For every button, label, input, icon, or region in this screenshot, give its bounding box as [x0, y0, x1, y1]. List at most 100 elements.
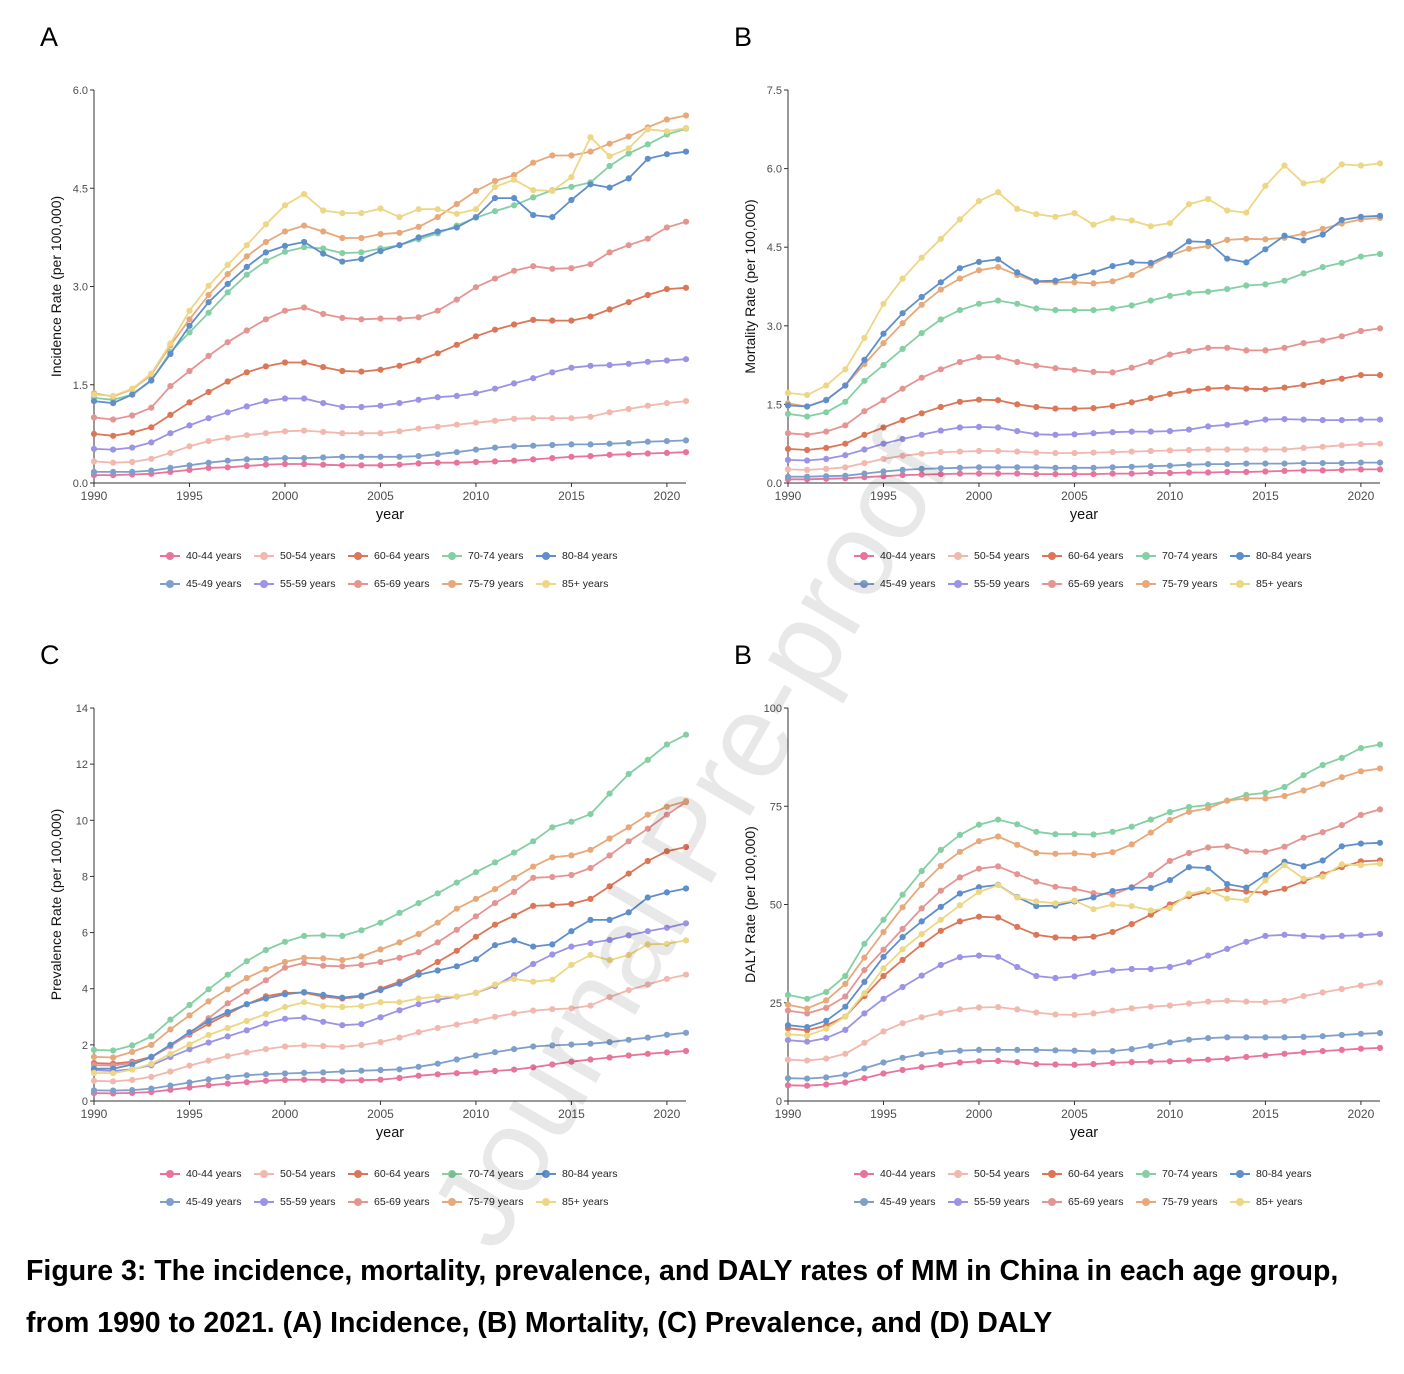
data-point	[682, 112, 690, 119]
data-point	[434, 206, 441, 213]
panel-b-daly: B 0 25 50 75 100 1990 1995 2000 2005 2010 2015 2020…	[694, 618, 1384, 1218]
data-point	[1166, 809, 1173, 816]
data-point	[320, 310, 327, 318]
data-point	[1033, 878, 1040, 885]
data-point	[625, 133, 632, 140]
legend-swatch-dot	[260, 552, 268, 560]
data-point	[224, 1053, 231, 1060]
legend-swatch-dot	[1236, 1198, 1244, 1206]
data-point	[568, 943, 575, 950]
data-point	[320, 454, 327, 461]
data-point	[1243, 848, 1250, 855]
data-point	[1319, 1048, 1326, 1055]
data-point	[530, 415, 537, 422]
y-tick-label: 75	[770, 801, 782, 813]
data-point	[339, 1068, 346, 1075]
legend-item: 45-49 years	[160, 576, 241, 592]
data-point	[1014, 401, 1021, 408]
data-point	[472, 956, 479, 963]
data-point	[262, 238, 269, 246]
legend-swatch-dot	[860, 552, 868, 560]
data-point	[784, 402, 792, 409]
data-point	[1300, 787, 1307, 794]
data-point	[861, 408, 868, 415]
data-point	[606, 957, 613, 964]
data-point	[899, 320, 906, 327]
data-point	[453, 963, 460, 970]
data-point	[625, 838, 632, 845]
data-point	[1166, 251, 1173, 258]
data-point	[1243, 1053, 1250, 1061]
data-point	[110, 1070, 117, 1077]
data-point	[995, 1004, 1002, 1011]
data-point	[899, 904, 906, 911]
data-point	[1109, 828, 1116, 835]
series-line	[93, 150, 687, 405]
legend-label: 40-44 years	[186, 1168, 242, 1180]
data-point	[434, 307, 441, 314]
data-point	[606, 1054, 613, 1061]
data-point	[281, 228, 289, 235]
data-point	[1224, 461, 1231, 468]
data-point	[1281, 1034, 1288, 1041]
data-point	[549, 415, 556, 422]
data-point	[956, 464, 963, 471]
data-point	[186, 329, 193, 336]
data-point	[549, 951, 556, 958]
legend-label: 65-69 years	[1068, 1196, 1124, 1208]
data-point	[1205, 195, 1212, 203]
data-point	[1319, 761, 1326, 769]
data-point	[377, 402, 384, 409]
data-point	[339, 462, 346, 469]
data-point	[243, 403, 250, 410]
data-point	[1262, 281, 1269, 288]
data-point	[1128, 1005, 1135, 1012]
data-point	[804, 1057, 811, 1064]
data-point	[625, 451, 632, 458]
data-point	[396, 229, 403, 236]
data-point	[129, 391, 136, 398]
data-point	[320, 1018, 327, 1025]
data-point	[358, 210, 365, 217]
data-point	[1357, 213, 1364, 220]
data-point	[1090, 933, 1097, 940]
data-point	[1300, 772, 1307, 779]
data-point	[975, 1058, 983, 1065]
data-point	[918, 930, 925, 938]
legend-swatch	[536, 1197, 556, 1207]
data-point	[1147, 884, 1154, 892]
data-point	[880, 468, 887, 475]
data-point	[1319, 417, 1326, 424]
data-point	[281, 395, 289, 402]
data-point	[1185, 849, 1193, 857]
data-point	[587, 951, 594, 959]
x-tick-label: 2005	[367, 489, 394, 503]
data-point	[301, 244, 308, 251]
data-point	[823, 473, 830, 480]
data-point	[1128, 921, 1135, 928]
data-point	[1147, 871, 1154, 879]
data-point	[339, 430, 346, 437]
data-point	[1185, 864, 1193, 871]
data-point	[587, 864, 594, 872]
data-point	[606, 162, 613, 170]
data-point	[1147, 965, 1154, 973]
data-point	[663, 741, 671, 748]
data-point	[1300, 834, 1307, 841]
data-point	[644, 235, 651, 242]
legend-label: 45-49 years	[880, 1196, 936, 1208]
data-point	[510, 874, 518, 881]
legend-label: 85+ years	[562, 1196, 609, 1208]
data-point	[1166, 462, 1173, 469]
data-point	[587, 181, 594, 188]
data-point	[804, 403, 811, 410]
data-point	[1090, 464, 1097, 471]
data-point	[1224, 446, 1231, 453]
data-point	[1338, 754, 1345, 761]
data-point	[1281, 277, 1288, 284]
data-point	[1033, 278, 1040, 285]
data-point	[880, 946, 887, 953]
legend-swatch	[442, 579, 462, 589]
data-point	[784, 1075, 792, 1082]
data-point	[823, 465, 830, 472]
